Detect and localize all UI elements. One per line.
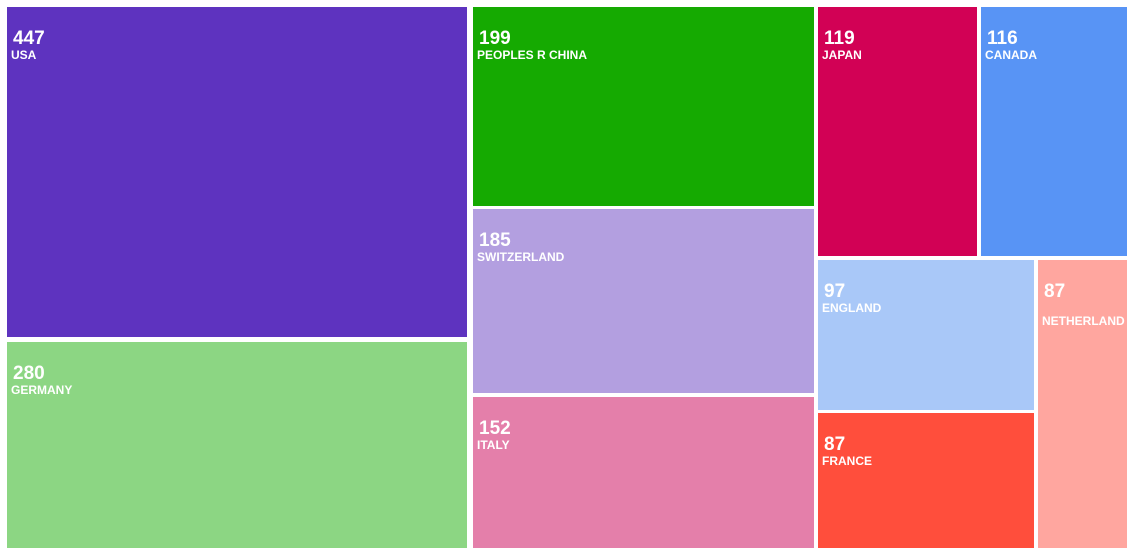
tile-label: FRANCE <box>822 454 872 468</box>
treemap-tile-england: 97 ENGLAND <box>815 257 1037 413</box>
tile-value: 119 <box>824 28 855 49</box>
tile-label: CANADA <box>985 48 1037 62</box>
tile-label: NETHERLAND <box>1042 314 1125 328</box>
tile-value: 97 <box>824 281 846 302</box>
treemap-tile-usa: 447 USA <box>4 4 470 340</box>
tile-value: 447 <box>13 28 45 49</box>
treemap-tile-canada: 116 CANADA <box>978 4 1130 259</box>
tile-value: 280 <box>13 363 45 384</box>
tile-label: USA <box>11 48 37 62</box>
tile-label: ITALY <box>477 438 510 452</box>
tile-label: SWITZERLAND <box>477 250 565 264</box>
treemap-tile-germany: 280 GERMANY <box>4 339 470 551</box>
tile-value: 87 <box>1044 281 1066 302</box>
tile-label: ENGLAND <box>822 301 882 315</box>
treemap-tile-japan: 119 JAPAN <box>815 4 980 259</box>
tile-label: PEOPLES R CHINA <box>477 48 588 62</box>
treemap-tile-italy: 152 ITALY <box>470 394 817 551</box>
treemap-tile-switzerland: 185 SWITZERLAND <box>470 206 817 396</box>
treemap-tile-netherland: 87 NETHERLAND <box>1035 257 1130 551</box>
treemap-tile-peoples-r-china: 199 PEOPLES R CHINA <box>470 4 817 209</box>
tile-value: 199 <box>479 28 511 49</box>
tile-value: 87 <box>824 434 846 455</box>
tile-value: 185 <box>479 230 511 251</box>
tile-label: JAPAN <box>822 48 862 62</box>
tile-value: 152 <box>479 418 511 439</box>
tile-label: GERMANY <box>11 383 73 397</box>
treemap-tile-france: 87 FRANCE <box>815 410 1037 551</box>
tile-value: 116 <box>987 28 1018 49</box>
